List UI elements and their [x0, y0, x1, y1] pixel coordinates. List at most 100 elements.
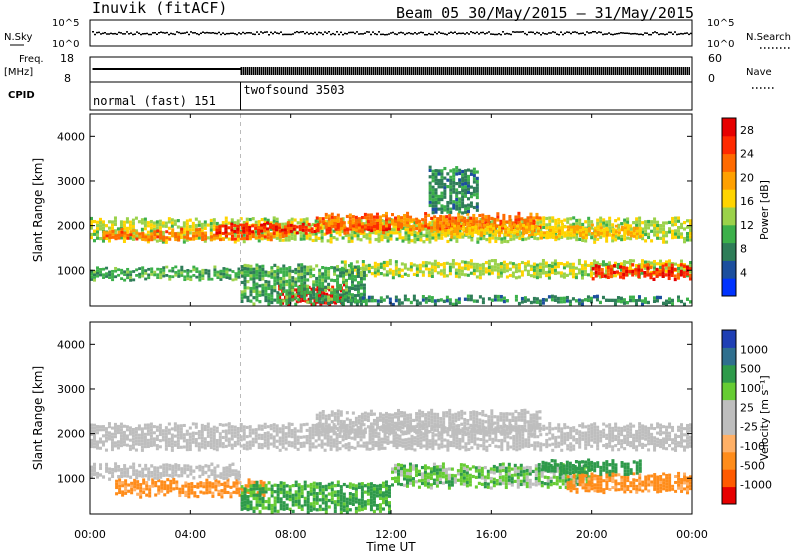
data-cell	[188, 432, 192, 436]
data-cell	[164, 435, 168, 439]
data-cell	[336, 223, 340, 227]
data-cell	[98, 446, 102, 450]
data-cell	[605, 233, 609, 237]
data-cell	[152, 431, 156, 435]
data-cell	[529, 300, 533, 305]
freq-twofsound-sample	[380, 67, 382, 75]
nsky-sample	[358, 33, 360, 35]
data-cell	[473, 436, 477, 440]
data-cell	[318, 300, 322, 304]
data-cell	[218, 438, 222, 442]
data-cell	[257, 424, 261, 428]
data-cell	[493, 217, 497, 222]
data-cell	[92, 239, 96, 243]
data-cell	[216, 273, 220, 277]
data-cell	[424, 264, 428, 268]
freq-twofsound-sample	[594, 67, 596, 75]
data-cell	[195, 275, 199, 279]
data-cell	[412, 227, 416, 231]
freq-twofsound-sample	[620, 67, 622, 75]
data-cell	[156, 273, 160, 277]
data-cell	[609, 271, 613, 275]
freq-twofsound-sample	[368, 67, 370, 75]
data-cell	[99, 268, 103, 271]
data-cell	[481, 272, 485, 276]
data-cell	[541, 265, 545, 269]
data-cell	[671, 220, 675, 224]
data-cell	[605, 220, 609, 224]
freq-twofsound-sample	[582, 67, 584, 75]
data-cell	[632, 226, 636, 230]
data-cell	[479, 217, 483, 222]
data-cell	[664, 273, 668, 277]
data-cell	[95, 233, 99, 237]
data-cell	[249, 274, 253, 278]
data-cell	[433, 262, 437, 267]
data-cell	[330, 265, 334, 270]
data-cell	[233, 224, 237, 227]
nsky-sample	[114, 32, 116, 35]
data-cell	[230, 234, 234, 238]
data-cell	[291, 282, 295, 286]
data-cell	[224, 438, 228, 442]
data-cell	[251, 230, 255, 234]
data-cell	[365, 441, 369, 445]
data-cell	[467, 438, 471, 442]
nsky-sample	[332, 32, 334, 35]
data-cell	[421, 224, 425, 228]
freq-twofsound-sample	[508, 67, 510, 75]
data-cell	[434, 197, 438, 201]
data-cell	[246, 280, 250, 284]
data-cell	[634, 263, 638, 268]
data-cell	[433, 227, 437, 231]
data-cell	[550, 261, 554, 265]
data-cell	[233, 431, 237, 435]
data-cell	[159, 236, 163, 240]
data-cell	[246, 286, 250, 290]
data-cell	[200, 225, 204, 230]
data-cell	[312, 267, 316, 271]
nsky-sample	[316, 33, 318, 36]
data-cell	[272, 423, 276, 427]
data-cell	[445, 224, 449, 228]
data-cell	[482, 444, 486, 448]
data-cell	[499, 274, 503, 278]
data-cell	[371, 231, 375, 235]
data-cell	[345, 291, 349, 295]
data-cell	[595, 294, 599, 299]
data-cell	[500, 444, 504, 449]
data-cell	[177, 235, 181, 239]
data-cell	[234, 277, 238, 281]
data-cell	[361, 299, 365, 304]
data-cell	[484, 215, 488, 219]
data-cell	[105, 275, 109, 278]
nsky-sample	[208, 32, 210, 34]
data-cell	[314, 439, 318, 443]
data-cell	[221, 221, 225, 225]
data-cell	[461, 185, 465, 190]
data-cell	[300, 269, 304, 273]
data-cell	[538, 265, 542, 269]
data-cell	[230, 434, 234, 438]
data-cell	[266, 236, 270, 240]
data-cell	[90, 275, 93, 279]
data-cell	[264, 295, 268, 299]
nsky-sample	[398, 32, 400, 34]
data-cell	[92, 426, 96, 430]
freq-twofsound-sample	[300, 67, 302, 75]
data-cell	[113, 429, 117, 433]
data-cell	[362, 231, 366, 235]
nsky-sample	[168, 33, 170, 36]
freq-twofsound-sample	[468, 67, 470, 75]
data-cell	[119, 428, 123, 432]
nsky-sample	[464, 33, 466, 35]
data-cell	[137, 433, 141, 437]
data-cell	[372, 227, 376, 232]
power-y-axis-label: Slant Range [km]	[31, 158, 45, 262]
data-cell	[578, 237, 582, 241]
nsearch-tick-bottom: 10^0	[707, 39, 734, 50]
data-cell	[455, 201, 459, 205]
data-cell	[575, 230, 579, 234]
data-cell	[447, 231, 451, 235]
data-cell	[451, 222, 455, 226]
